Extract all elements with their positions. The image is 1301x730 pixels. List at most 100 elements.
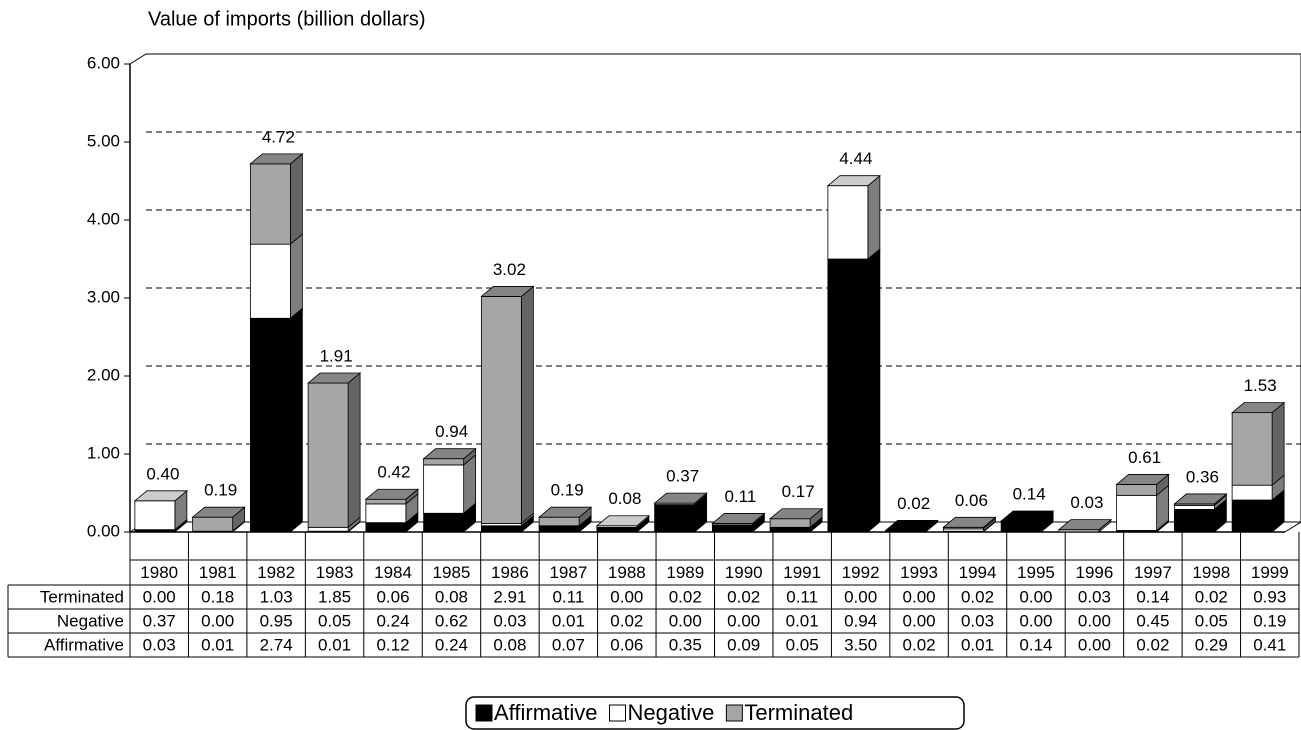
x-tick-label: 1985 bbox=[433, 563, 471, 582]
x-tick-label: 1984 bbox=[374, 563, 412, 582]
x-tick-label: 1993 bbox=[900, 563, 938, 582]
table-row-header: Affirmative bbox=[44, 635, 124, 654]
table-cell: 0.14 bbox=[1019, 635, 1052, 654]
y-tick-label: 2.00 bbox=[87, 365, 120, 384]
table-row-header: Negative bbox=[57, 611, 124, 630]
x-tick-label: 1980 bbox=[140, 563, 178, 582]
table-cell: 0.03 bbox=[493, 611, 526, 630]
table-cell: 0.02 bbox=[669, 587, 702, 606]
total-label: 0.37 bbox=[666, 467, 699, 486]
table-cell: 0.06 bbox=[376, 587, 409, 606]
table-cell: 0.12 bbox=[376, 635, 409, 654]
total-label: 4.44 bbox=[839, 149, 872, 168]
table-row-header: Terminated bbox=[40, 587, 124, 606]
table-cell: 0.45 bbox=[1136, 611, 1169, 630]
bar-segment bbox=[192, 516, 234, 532]
bar-segment bbox=[423, 458, 465, 466]
table-cell: 0.00 bbox=[1019, 611, 1052, 630]
x-tick-label: 1987 bbox=[549, 563, 587, 582]
table-cell: 1.85 bbox=[318, 587, 351, 606]
table-cell: 0.02 bbox=[903, 635, 936, 654]
x-tick-label: 1994 bbox=[959, 563, 997, 582]
bar-top bbox=[1173, 493, 1228, 505]
table-cell: 0.93 bbox=[1253, 587, 1286, 606]
table-cell: 0.35 bbox=[669, 635, 702, 654]
bar-segment bbox=[711, 524, 753, 533]
table-cell: 0.00 bbox=[201, 611, 234, 630]
total-label: 0.42 bbox=[377, 463, 410, 482]
bar-segment bbox=[134, 500, 176, 531]
table-cell: 0.00 bbox=[610, 587, 643, 606]
bar-segment bbox=[249, 243, 291, 319]
total-label: 0.02 bbox=[897, 494, 930, 513]
bar-top bbox=[942, 516, 997, 528]
x-tick-label: 1996 bbox=[1076, 563, 1114, 582]
total-label: 0.08 bbox=[608, 489, 641, 508]
table-cell: 0.95 bbox=[260, 611, 293, 630]
table-cell: 0.03 bbox=[1078, 587, 1111, 606]
total-label: 1.53 bbox=[1244, 376, 1277, 395]
table-cell: 0.02 bbox=[1195, 587, 1228, 606]
table-cell: 0.09 bbox=[727, 635, 760, 654]
bar-segment bbox=[827, 185, 869, 260]
table-cell: 0.41 bbox=[1253, 635, 1286, 654]
bar-top bbox=[480, 286, 535, 297]
table-cell: 0.00 bbox=[669, 611, 702, 630]
bar-top bbox=[653, 492, 708, 504]
total-label: 0.19 bbox=[551, 481, 584, 500]
table-cell: 0.94 bbox=[844, 611, 877, 630]
y-tick-label: 1.00 bbox=[87, 443, 120, 462]
bar-side bbox=[347, 372, 361, 529]
bar-segment bbox=[538, 516, 580, 527]
table-cell: 0.14 bbox=[1136, 587, 1169, 606]
bar-segment bbox=[423, 464, 465, 514]
table-cell: 0.29 bbox=[1195, 635, 1228, 654]
total-label: 0.40 bbox=[146, 464, 179, 483]
table-cell: 0.11 bbox=[552, 587, 584, 606]
table-cell: 0.05 bbox=[318, 611, 351, 630]
bar-segment bbox=[769, 518, 811, 528]
x-tick-label: 1992 bbox=[842, 563, 880, 582]
back-wall bbox=[129, 53, 1301, 533]
bar-segment bbox=[827, 258, 869, 533]
bar-side bbox=[520, 285, 534, 525]
table-cell: 0.03 bbox=[961, 611, 994, 630]
x-tick-label: 1999 bbox=[1251, 563, 1289, 582]
bar-side bbox=[289, 307, 303, 533]
x-tick-label: 1986 bbox=[491, 563, 529, 582]
legend-swatch bbox=[609, 704, 627, 722]
bar-top bbox=[884, 520, 939, 531]
total-label: 0.14 bbox=[1013, 485, 1046, 504]
table-cell: 0.02 bbox=[961, 587, 994, 606]
table-cell: 0.05 bbox=[1195, 611, 1228, 630]
table-cell: 0.00 bbox=[727, 611, 760, 630]
table-cell: 2.91 bbox=[493, 587, 526, 606]
table-cell: 0.01 bbox=[961, 635, 994, 654]
total-label: 0.03 bbox=[1070, 493, 1103, 512]
bar-segment bbox=[1116, 494, 1158, 531]
x-tick-label: 1995 bbox=[1017, 563, 1055, 582]
bar-top bbox=[249, 153, 304, 165]
x-tick-label: 1991 bbox=[783, 563, 821, 582]
bar-top bbox=[711, 513, 766, 524]
table-cell: 2.74 bbox=[260, 635, 293, 654]
x-tick-label: 1988 bbox=[608, 563, 646, 582]
y-tick-label: 4.00 bbox=[87, 209, 120, 228]
total-label: 0.94 bbox=[435, 422, 468, 441]
total-label: 1.91 bbox=[320, 347, 353, 366]
bar-segment bbox=[365, 498, 407, 505]
table-cell: 0.11 bbox=[786, 587, 818, 606]
bar-segment bbox=[596, 526, 638, 533]
bar-segment bbox=[1000, 520, 1042, 533]
table-cell: 0.01 bbox=[318, 635, 351, 654]
bar-segment bbox=[249, 163, 291, 245]
total-label: 0.17 bbox=[782, 482, 815, 501]
bar-segment bbox=[423, 512, 465, 533]
bar-top bbox=[1000, 510, 1055, 522]
bar-segment bbox=[480, 525, 522, 533]
table-cell: 0.01 bbox=[552, 611, 585, 630]
table-cell: 0.24 bbox=[435, 635, 468, 654]
total-label: 3.02 bbox=[493, 260, 526, 279]
bar-side bbox=[289, 152, 303, 246]
